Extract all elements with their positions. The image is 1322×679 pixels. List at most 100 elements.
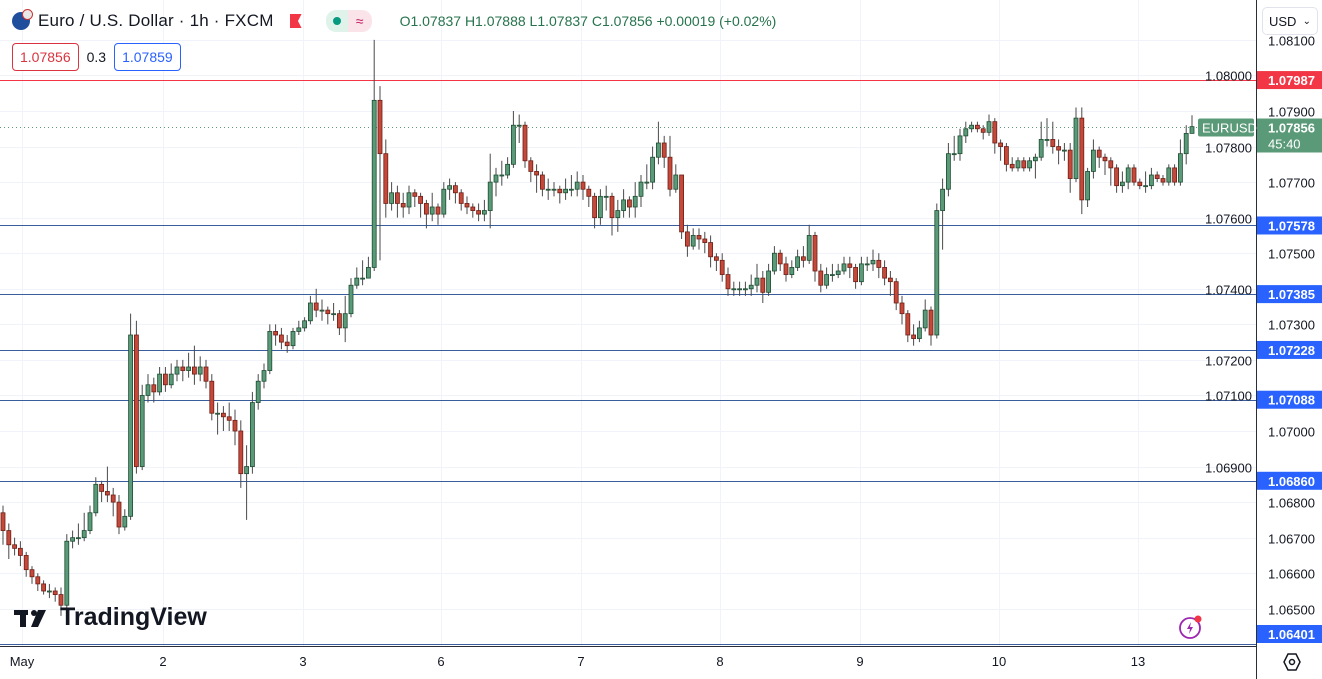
candle-body-down [412, 192, 418, 197]
candle [859, 256, 864, 286]
candle-body-up [215, 412, 221, 415]
time-tick-label: 6 [437, 654, 444, 669]
candle [499, 160, 505, 186]
candle [870, 249, 876, 272]
currency-select[interactable]: USD ⌄ [1262, 7, 1318, 35]
candle-body-up [122, 515, 128, 528]
candle-body-down [52, 590, 58, 595]
candle [389, 182, 395, 211]
candle-body-up [1073, 117, 1079, 179]
candle [232, 409, 238, 446]
candle [772, 246, 777, 275]
price-axis[interactable]: 1.06500 1.06600 1.06700 1.06800 1.06900 1.070… [1205, 34, 1315, 618]
candle-body-down [278, 334, 284, 343]
candle-body-up [319, 309, 325, 312]
time-tick-label: 7 [577, 654, 584, 669]
candle-body-down [232, 419, 238, 432]
candle [1137, 178, 1143, 190]
flag-marker-icon[interactable] [289, 14, 302, 28]
candle [1050, 121, 1056, 154]
status-pill[interactable]: ≈ [325, 10, 372, 32]
candle-body-down [1021, 160, 1027, 169]
candle [447, 178, 453, 200]
candle-body-up [365, 267, 371, 279]
candle [708, 235, 713, 268]
candle [743, 281, 748, 296]
candle-body-down [818, 270, 824, 286]
candle-body-up [940, 188, 945, 211]
level-price-label: 1.06401 [1268, 627, 1315, 642]
candle-body-down [105, 491, 110, 496]
candle [186, 352, 192, 378]
settings-icon[interactable] [1282, 652, 1302, 672]
candle-body-up [331, 313, 337, 316]
currency-value: USD [1269, 13, 1297, 29]
candle [563, 178, 568, 200]
candle [661, 135, 667, 168]
candle-body-up [168, 373, 174, 386]
candle [580, 175, 586, 200]
candle-body-up [1091, 149, 1096, 172]
candle-body-up [1178, 153, 1183, 183]
price-tick-label: 1.07400 [1205, 283, 1252, 298]
candle-body-up [824, 274, 829, 286]
candle-body-down [667, 156, 673, 190]
candle [969, 121, 974, 133]
candle [812, 231, 818, 282]
candle [1172, 164, 1177, 186]
candle [17, 541, 23, 567]
symbol-title[interactable]: Euro / U.S. Dollar · 1h · FXCM [38, 11, 274, 30]
level-price-tag [1257, 471, 1322, 490]
lightning-icon[interactable] [1179, 615, 1203, 639]
chevron-down-icon: ⌄ [1302, 15, 1311, 27]
candle-body-down [1009, 163, 1015, 169]
candle-body-down [151, 384, 157, 393]
candle [400, 192, 406, 218]
candle-body-up [650, 156, 655, 183]
candle-body-up [139, 395, 145, 467]
market-open-icon[interactable] [325, 10, 348, 32]
time-axis[interactable]: May 2 3 6 7 8 9 10 13 [10, 654, 1146, 669]
candle-body-up [835, 270, 841, 275]
candle-body-up [963, 128, 969, 137]
approx-icon[interactable]: ≈ [347, 10, 372, 32]
candle [128, 313, 134, 520]
candle-body-down [435, 206, 441, 215]
chart-legend: Euro / U.S. Dollar · 1h · FXCM ≈ O1.0783… [12, 9, 777, 32]
level-price-tag [1257, 390, 1322, 409]
candle [992, 118, 998, 154]
logo-text: TradingView [60, 603, 207, 631]
candle [986, 114, 992, 136]
candle-body-up [510, 124, 516, 165]
candle [545, 178, 551, 200]
candle-body-down [801, 256, 806, 261]
candle [835, 263, 841, 279]
ohlc-values: O1.07837 H1.07888 L1.07837 C1.07856 +0.0… [399, 13, 777, 29]
candle-body-down [400, 203, 406, 208]
candle-body-up [493, 174, 499, 183]
candle [365, 256, 371, 279]
candle-body-down [980, 128, 986, 133]
candle-body-up [447, 185, 453, 190]
candle-body-down [238, 430, 244, 475]
candle [58, 587, 64, 616]
candle-body-up [795, 256, 800, 268]
candle [876, 253, 882, 279]
candle [754, 263, 760, 293]
sell-button[interactable]: 1.07856 [12, 43, 79, 71]
candle-body-up [1038, 139, 1044, 158]
candle-body-down [464, 203, 470, 208]
candle [1120, 171, 1125, 193]
candle-body-up [870, 259, 876, 265]
candle-body-down [928, 309, 934, 336]
candlestick-series [0, 39, 1195, 616]
candle [1015, 157, 1021, 172]
candle-body-up [598, 195, 603, 219]
candle [1189, 115, 1195, 134]
buy-button[interactable]: 1.07859 [114, 43, 181, 71]
candle-body-down [29, 569, 35, 578]
tradingview-logo[interactable]: TradingView [14, 603, 207, 632]
candle [719, 253, 725, 282]
candle [99, 480, 104, 503]
